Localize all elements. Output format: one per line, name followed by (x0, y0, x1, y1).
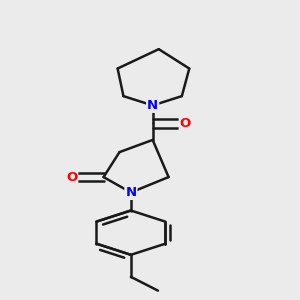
Text: N: N (147, 99, 158, 112)
Text: O: O (180, 117, 191, 130)
Text: N: N (125, 186, 136, 199)
Text: O: O (66, 171, 77, 184)
